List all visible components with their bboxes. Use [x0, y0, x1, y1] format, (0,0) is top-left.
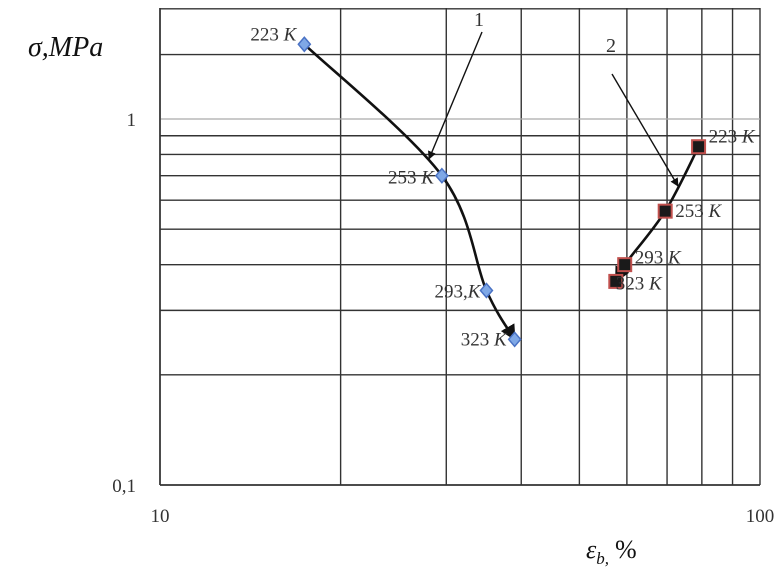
series-2-point	[691, 139, 707, 155]
series-1-point-label: 323 K	[461, 329, 508, 350]
x-axis-title: εb,%	[586, 535, 637, 567]
data-points	[297, 36, 707, 348]
series-1-point	[297, 36, 312, 53]
series-1-point-label: 253 K	[388, 168, 435, 189]
x-axis-title-subscript: b,	[596, 549, 609, 567]
series-2-point-label: 293 K	[635, 248, 682, 269]
series-1-point	[507, 331, 522, 348]
x-axis-title-symbol: ε	[586, 535, 597, 564]
series-1-point	[434, 167, 449, 184]
x-axis-title-unit: %	[615, 535, 637, 564]
series-1-point-label: 223 K	[250, 24, 297, 45]
y-tick-label: 1	[127, 110, 137, 131]
series-2-point-label: 253 K	[675, 201, 722, 222]
series-2-curve-label: 2	[606, 35, 616, 57]
y-tick-label: 0,1	[112, 476, 136, 497]
grid	[159, 8, 761, 486]
series-2-callout-arrow	[611, 73, 679, 187]
series-2-point	[617, 257, 633, 273]
y-axis-title: σ,MPa	[28, 32, 103, 63]
series-1-curve	[303, 43, 516, 341]
series-2-point	[608, 273, 624, 289]
x-tick-label: 100	[746, 506, 774, 527]
series-2-point-label: 223 K	[709, 127, 756, 148]
series-2-point-label: 323 K	[616, 273, 663, 294]
series-1-callout-arrow	[428, 31, 483, 160]
point-labels: 10 100 0,1 1 223 K 253 K 293,K 323 K 1 223 K 253 K…	[112, 9, 774, 527]
series-1-curve-label: 1	[474, 9, 484, 31]
series-2-point	[657, 203, 673, 219]
series-1-point-label: 293,K	[435, 281, 482, 302]
series-1-point	[479, 282, 494, 299]
x-tick-label: 10	[151, 506, 170, 527]
